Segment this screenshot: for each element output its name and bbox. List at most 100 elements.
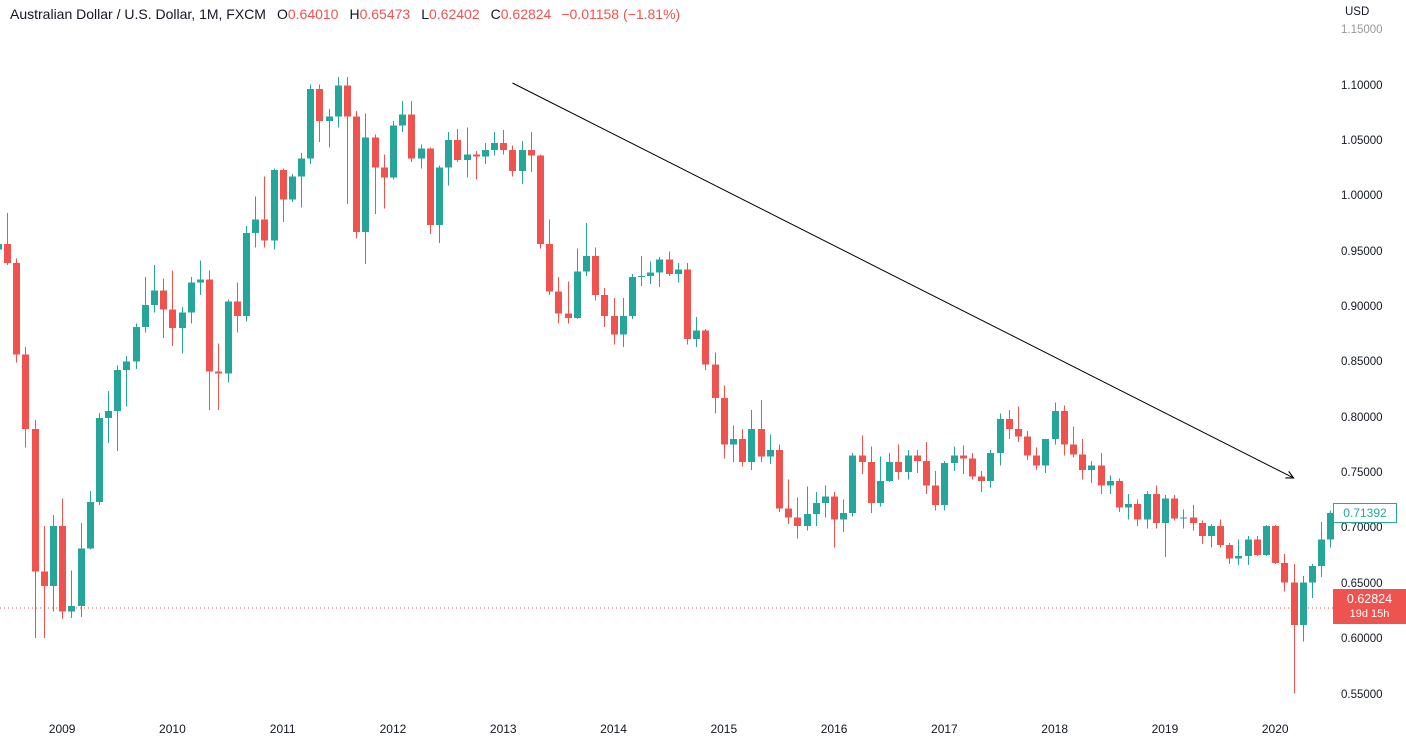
candle-body	[0, 243, 2, 250]
price-tick-label: 0.95000	[1341, 245, 1383, 258]
candle-body	[234, 301, 241, 316]
candle-body	[4, 243, 11, 263]
trendline-arrow[interactable]	[512, 82, 1295, 479]
candle-body	[160, 290, 167, 310]
candle-body	[748, 428, 755, 463]
candle-body	[1070, 444, 1077, 455]
price-tick-label: 0.70000	[1341, 522, 1383, 535]
candle-body	[114, 370, 121, 412]
price-tick-label: 0.65000	[1341, 577, 1383, 590]
candle-body	[997, 418, 1004, 454]
candle-body	[555, 291, 562, 314]
candle-body	[1144, 494, 1151, 520]
candle-body	[859, 455, 866, 463]
candle-body	[59, 526, 66, 612]
candle-body	[78, 548, 85, 606]
countdown-price-value: 0.62824	[1346, 591, 1393, 606]
candle-body	[454, 139, 461, 160]
candle-body	[87, 501, 94, 549]
candle-body	[1309, 566, 1316, 583]
time-axis[interactable]: 2009 2010 2011 2012 2013 2014 2015 2016 2017 2018…	[0, 712, 1406, 748]
candle-body	[445, 139, 452, 168]
candle-body	[215, 371, 222, 374]
candle-body	[684, 269, 691, 340]
candle-body	[1171, 498, 1178, 519]
year-tick-label: 2014	[600, 722, 627, 736]
price-tick-label: 0.75000	[1341, 467, 1383, 480]
candle-body	[179, 312, 186, 329]
candle-body	[620, 315, 627, 335]
candle-body	[362, 137, 369, 232]
candle-body	[344, 85, 351, 117]
candle-body	[133, 326, 140, 362]
candle-body	[1190, 517, 1197, 523]
candle-body	[1116, 480, 1123, 508]
candle-body	[840, 512, 847, 520]
candle-body	[601, 294, 608, 316]
year-tick-label: 2011	[269, 722, 296, 736]
candle-body	[1327, 513, 1334, 540]
candle-body	[271, 169, 278, 241]
price-axis[interactable]: 1.15000 1.10000 1.05000 1.00000 0.95000 0.900…	[1336, 0, 1406, 712]
candle-body	[831, 496, 838, 520]
candle-body	[638, 276, 645, 278]
candle-body	[169, 309, 176, 329]
year-tick-label: 2013	[489, 722, 517, 736]
candle-body	[656, 259, 663, 273]
ohlc-header: Australian Dollar / U.S. Dollar, 1M, FXC…	[10, 6, 680, 22]
candle-body	[537, 155, 544, 244]
candle-body	[491, 143, 498, 150]
candle-body	[1052, 411, 1059, 439]
candle-body	[978, 476, 985, 481]
price-tick-label: 1.00000	[1341, 190, 1383, 203]
candle-body	[326, 116, 333, 122]
open-label: O	[276, 6, 288, 22]
year-tick-label: 2009	[48, 722, 76, 736]
candle-body	[941, 463, 948, 506]
candle-body	[1300, 582, 1307, 625]
open-value: 0.64010	[287, 6, 339, 22]
candle-body	[519, 149, 526, 171]
candle-body	[776, 449, 783, 509]
candle-body	[721, 397, 728, 445]
candle-body	[1088, 465, 1095, 470]
candle-body	[50, 526, 57, 587]
candle-body	[629, 277, 636, 316]
candle-body	[1254, 539, 1261, 556]
candle-body	[1098, 465, 1105, 486]
candle-body	[1226, 545, 1233, 559]
price-tick-label: 1.05000	[1341, 135, 1383, 147]
candle-body	[712, 364, 719, 398]
candle-body	[68, 605, 75, 612]
candle-body	[1272, 526, 1279, 563]
last-price-label: 0.71392	[1333, 503, 1397, 524]
candle-body	[13, 262, 20, 355]
candle-body	[280, 169, 287, 200]
candle-body	[399, 114, 406, 126]
candle-body	[895, 462, 902, 472]
candle-body	[261, 219, 268, 241]
price-tick-label: 0.80000	[1341, 411, 1383, 424]
candle-body	[611, 315, 618, 335]
change-value: −0.01158 (−1.81%)	[561, 6, 681, 22]
candle-body	[243, 232, 250, 316]
candle-body	[886, 462, 893, 481]
candle-body	[32, 428, 39, 572]
candle-body	[804, 514, 811, 527]
axis-currency-label: USD	[1345, 6, 1370, 18]
symbol-title[interactable]: Australian Dollar / U.S. Dollar, 1M, FXC…	[10, 6, 266, 22]
price-tick-label: 0.60000	[1341, 633, 1383, 646]
year-tick-label: 2012	[379, 722, 407, 736]
candle-body	[1281, 562, 1288, 583]
candle-body	[289, 176, 296, 200]
candle-body	[1015, 428, 1022, 437]
price-tick-label: 0.55000	[1341, 688, 1383, 701]
candle-body	[565, 313, 572, 319]
price-tick-label: 1.10000	[1341, 79, 1383, 92]
candle-body	[473, 154, 480, 157]
candle-body	[849, 455, 856, 513]
candle-body	[666, 259, 673, 274]
candle-body	[758, 428, 765, 457]
